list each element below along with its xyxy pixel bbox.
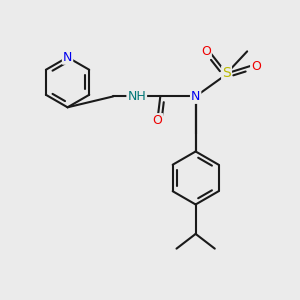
- Text: O: O: [152, 114, 162, 127]
- Text: N: N: [63, 51, 72, 64]
- Text: O: O: [201, 45, 211, 58]
- Text: S: S: [222, 66, 231, 80]
- Text: NH: NH: [128, 90, 146, 103]
- Text: N: N: [191, 90, 200, 103]
- Text: O: O: [251, 60, 261, 73]
